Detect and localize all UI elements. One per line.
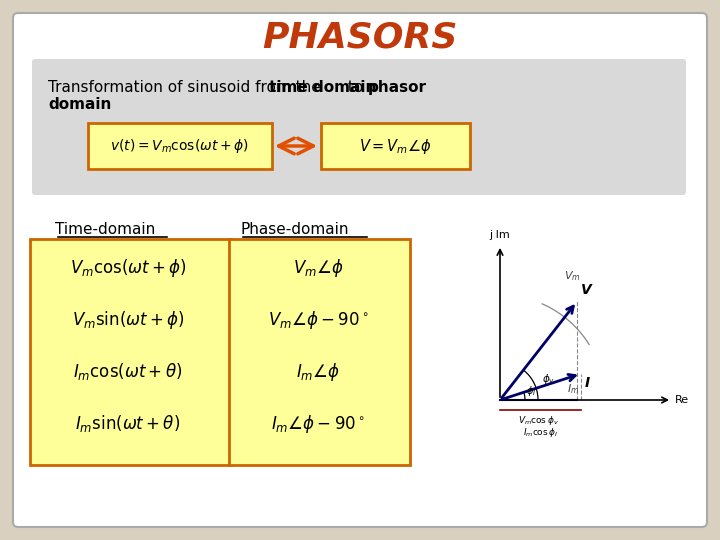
Text: $I_m\cos\phi_I$: $I_m\cos\phi_I$: [523, 426, 558, 439]
Text: Re: Re: [675, 395, 689, 405]
Text: $I_m \sin(\omega t + \theta)$: $I_m \sin(\omega t + \theta)$: [76, 414, 181, 435]
Text: Time-domain: Time-domain: [55, 222, 156, 237]
Text: $I_m \angle\phi - 90^\circ$: $I_m \angle\phi - 90^\circ$: [271, 413, 365, 435]
Text: $V = V_m \angle\phi$: $V = V_m \angle\phi$: [359, 137, 431, 156]
Text: domain: domain: [48, 97, 112, 112]
Text: $v(t) = V_m \cos(\omega t + \phi)$: $v(t) = V_m \cos(\omega t + \phi)$: [110, 137, 250, 155]
Text: to: to: [343, 80, 368, 95]
Text: Phase-domain: Phase-domain: [240, 222, 348, 237]
FancyBboxPatch shape: [88, 123, 272, 169]
Text: phasor: phasor: [368, 80, 427, 95]
Text: $I_m \angle\phi$: $I_m \angle\phi$: [296, 361, 340, 383]
Text: $V_m$: $V_m$: [564, 269, 580, 284]
FancyBboxPatch shape: [32, 59, 686, 195]
Text: $I_m$: $I_m$: [567, 382, 579, 395]
FancyBboxPatch shape: [13, 13, 707, 527]
Text: PHASORS: PHASORS: [262, 21, 458, 55]
Text: $\phi_I$: $\phi_I$: [526, 384, 536, 398]
Text: $V_m \cos(\omega t + \phi)$: $V_m \cos(\omega t + \phi)$: [70, 257, 186, 279]
FancyBboxPatch shape: [30, 239, 231, 465]
Text: $I_m \cos(\omega t + \theta)$: $I_m \cos(\omega t + \theta)$: [73, 361, 183, 382]
FancyBboxPatch shape: [321, 123, 470, 169]
FancyBboxPatch shape: [229, 239, 410, 465]
Text: Transformation of sinusoid from the: Transformation of sinusoid from the: [48, 80, 325, 95]
Text: $V_m \angle\phi - 90^\circ$: $V_m \angle\phi - 90^\circ$: [268, 309, 368, 331]
Text: time domain: time domain: [269, 80, 377, 95]
Text: $V_m\cos\phi_v$: $V_m\cos\phi_v$: [518, 414, 559, 427]
Text: j Im: j Im: [490, 230, 510, 240]
Text: $\phi_v$: $\phi_v$: [542, 372, 555, 386]
Text: $V_m \angle\phi$: $V_m \angle\phi$: [293, 257, 343, 279]
Text: I: I: [585, 376, 590, 390]
Text: $V_m \sin(\omega t + \phi)$: $V_m \sin(\omega t + \phi)$: [72, 309, 184, 331]
Text: V: V: [581, 284, 592, 298]
